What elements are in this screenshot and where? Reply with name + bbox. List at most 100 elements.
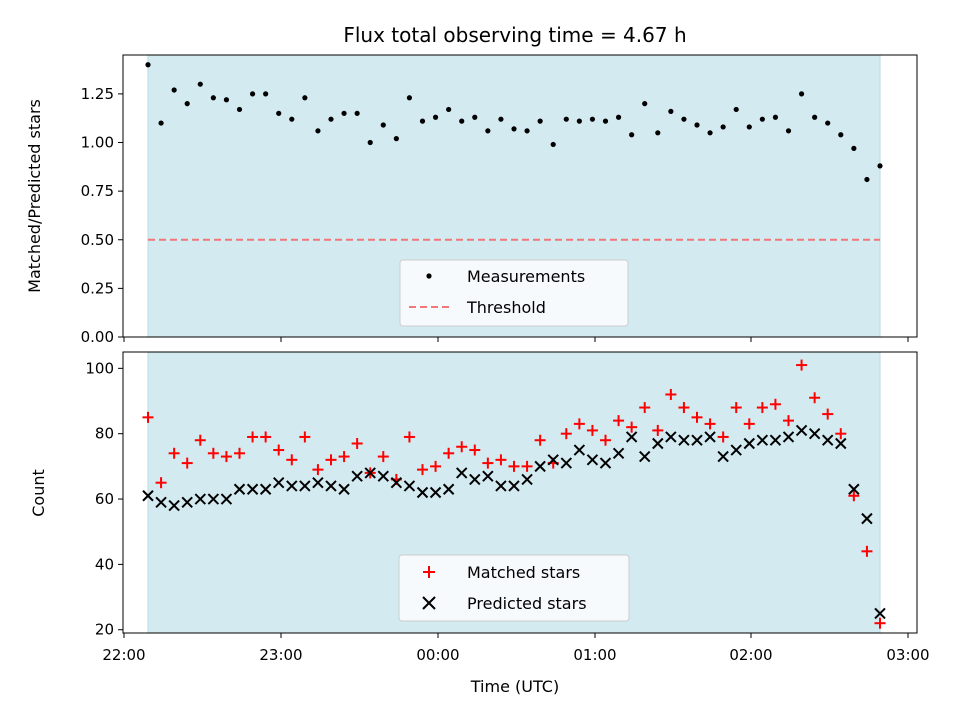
measurement-point	[263, 91, 269, 97]
measurement-point	[498, 116, 504, 122]
matched-star-point	[743, 418, 755, 430]
predicted-star-point	[482, 470, 494, 482]
x-tick-label: 01:00	[573, 646, 616, 664]
matched-star-point	[626, 421, 638, 433]
measurement-point	[419, 118, 426, 124]
legend-predicted-marker	[422, 596, 436, 610]
predicted-star-point	[756, 434, 769, 446]
x-tick-label: 00:00	[416, 646, 459, 664]
matched-star-point	[613, 415, 625, 427]
measurement-point	[354, 110, 360, 116]
predicted-star-point	[717, 450, 729, 463]
measurement-point	[759, 116, 765, 122]
y-tick-label: 0.50	[81, 231, 114, 249]
matched-star-point	[769, 398, 781, 410]
measurement-point	[877, 163, 883, 169]
top-legend-box	[399, 259, 629, 327]
measurement-point	[798, 91, 805, 97]
matched-star-point	[247, 431, 259, 443]
matched-star-point	[835, 428, 847, 440]
measurement-point	[615, 114, 622, 120]
matched-star-point	[534, 434, 546, 446]
predicted-star-point	[861, 512, 873, 525]
measurement-point	[432, 114, 439, 120]
predicted-star-point	[795, 424, 808, 437]
matched-star-point	[586, 424, 598, 436]
measurement-point	[406, 95, 413, 101]
measurement-point	[537, 118, 543, 124]
predicted-star-point	[416, 486, 429, 499]
top-panel: 0.00 0.25 0.50 0.75 1.00 1.25 Matched/Predict…	[25, 54, 918, 346]
measurement-point	[249, 91, 256, 97]
matched-star-point	[234, 447, 245, 459]
predicted-star-point	[678, 434, 690, 446]
measurement-point	[171, 87, 177, 93]
y-tick-label: 20	[95, 621, 114, 639]
matched-star-point	[756, 402, 768, 414]
matched-star-point	[430, 460, 442, 472]
measurement-point	[864, 176, 870, 183]
measurement-point	[380, 122, 386, 128]
predicted-star-point	[286, 480, 298, 492]
matched-star-point	[678, 402, 690, 414]
matched-star-point	[155, 477, 167, 489]
measurement-point	[576, 118, 582, 124]
measurement-point	[524, 128, 530, 134]
predicted-star-point	[469, 473, 481, 486]
matched-star-point	[194, 434, 206, 446]
predicted-star-point	[652, 437, 664, 450]
matched-star-point	[600, 434, 611, 446]
predicted-star-point	[547, 454, 559, 466]
measurement-point	[629, 132, 635, 138]
measurement-point	[393, 136, 399, 142]
measurement-point	[733, 106, 739, 113]
measurement-point	[642, 101, 648, 107]
measurement-point	[602, 118, 609, 124]
measurement-point	[655, 130, 661, 136]
measurement-point	[838, 132, 844, 138]
predicted-star-point	[456, 467, 468, 479]
matched-star-point	[456, 441, 468, 453]
matched-star-point	[482, 457, 494, 469]
predicted-star-point	[573, 444, 586, 456]
predicted-star-point	[665, 431, 677, 443]
measurement-point	[485, 128, 491, 134]
top-y-axis: 0.00 0.25 0.50 0.75 1.00 1.25	[81, 85, 123, 346]
matched-star-point	[796, 359, 808, 371]
predicted-star-point	[534, 460, 546, 473]
predicted-star-point	[639, 450, 651, 463]
legend-threshold-label: Threshold	[466, 298, 546, 317]
matched-star-point	[691, 411, 703, 423]
bottom-plot-area	[142, 359, 886, 629]
measurement-point	[668, 108, 674, 114]
predicted-star-point	[364, 467, 376, 479]
x-tick-label: 23:00	[259, 646, 302, 664]
y-tick-label: 1.25	[81, 85, 114, 103]
bottom-panel: 20 40 60 80 100 22:00 23:00 00:00 01:00 02:00 03:…	[29, 351, 930, 696]
matched-star-point	[377, 451, 389, 463]
matched-star-point	[521, 460, 533, 472]
matched-star-point	[260, 431, 272, 443]
x-tick-label: 03:00	[886, 646, 929, 664]
y-tick-label: 80	[95, 425, 114, 443]
predicted-star-point	[782, 431, 795, 443]
matched-star-point	[351, 437, 363, 449]
predicted-star-point	[599, 457, 612, 469]
predicted-star-point	[273, 476, 285, 489]
measurement-point	[812, 114, 818, 120]
chart-title: Flux total observing time = 4.67 h	[343, 23, 686, 47]
measurement-point	[472, 114, 478, 120]
matched-star-point	[822, 408, 834, 420]
predicted-star-point	[246, 483, 259, 495]
predicted-star-point	[155, 496, 167, 509]
measurement-point	[145, 62, 151, 68]
y-tick-label: 0.25	[81, 279, 114, 297]
top-y-axis-label: Matched/Predicted stars	[25, 99, 44, 293]
y-tick-label: 40	[95, 555, 114, 573]
predicted-star-point	[220, 493, 233, 505]
legend-matched-label: Matched stars	[467, 563, 580, 582]
matched-star-point	[573, 418, 585, 430]
x-axis-label: Time (UTC)	[470, 677, 559, 696]
measurement-point	[550, 141, 556, 148]
measurement-point	[446, 106, 452, 113]
